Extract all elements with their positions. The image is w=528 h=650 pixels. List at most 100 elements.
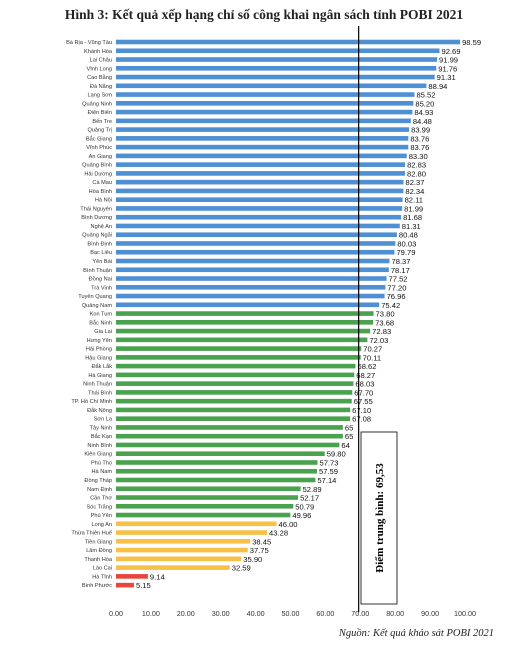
value-label: 82.80 [407, 169, 426, 178]
value-label: 81.31 [402, 222, 421, 231]
x-tick-label: 40.00 [247, 609, 265, 618]
category-label: Ninh Bình [87, 443, 112, 449]
chart-title: Hình 3: Kết quả xếp hạng chỉ số công kha… [64, 7, 464, 22]
bar [116, 118, 411, 124]
bar [116, 162, 406, 167]
bar [116, 57, 438, 62]
value-label: 83.99 [411, 126, 430, 135]
bar [116, 346, 362, 351]
category-label: Quảng Ngãi [82, 233, 112, 239]
category-label: Quảng Ninh [82, 101, 112, 107]
bar [116, 521, 277, 527]
category-label: TP. Hồ Chí Minh [71, 399, 112, 405]
category-label: Tiền Giang [85, 539, 112, 545]
bar [116, 495, 299, 500]
value-label: 91.99 [439, 56, 458, 65]
bar [116, 468, 317, 474]
category-label: Ninh Thuận [83, 382, 112, 388]
value-label: 46.00 [279, 520, 298, 529]
bar [116, 144, 409, 150]
bar [116, 363, 356, 369]
value-label: 83.30 [409, 152, 428, 161]
value-label: 52.17 [300, 494, 319, 503]
category-label: Quảng Trị [87, 128, 112, 134]
category-label: Phú Yên [91, 513, 112, 519]
x-tick-label: 60.00 [316, 609, 334, 618]
value-label: 67.55 [354, 397, 373, 406]
bar [116, 433, 343, 439]
category-label: Thái Bình [88, 390, 112, 396]
bar [116, 153, 407, 159]
value-label: 80.03 [397, 239, 416, 248]
value-label: 68.62 [357, 362, 376, 371]
value-label: 82.83 [407, 161, 426, 170]
value-label: 32.59 [232, 564, 251, 573]
category-label: Đắk Nông [87, 407, 112, 414]
category-label: Vĩnh Long [86, 66, 112, 72]
bar [116, 267, 389, 273]
value-label: 49.96 [292, 511, 311, 520]
value-label: 85.20 [415, 99, 434, 108]
value-label: 84.48 [413, 117, 432, 126]
x-tick-label: 50.00 [282, 609, 300, 618]
value-label: 98.59 [462, 38, 481, 47]
category-label: An Giang [89, 154, 112, 160]
bar [116, 574, 148, 579]
value-label: 72.83 [372, 327, 391, 336]
category-label: Nam Định [87, 487, 112, 493]
category-label: Cà Mau [92, 180, 112, 186]
category-label: Bắc Ninh [89, 319, 112, 326]
bar [116, 188, 404, 194]
bar [116, 320, 374, 325]
value-label: 65 [345, 423, 353, 432]
bar [116, 171, 405, 176]
value-label: 91.31 [437, 73, 456, 82]
category-label: Cần Thơ [90, 496, 112, 502]
bar [116, 328, 371, 334]
category-label: Khánh Hòa [84, 49, 113, 55]
value-label: 65 [345, 432, 353, 441]
bar [116, 249, 395, 255]
bar [116, 48, 440, 54]
value-label: 83.76 [410, 134, 429, 143]
value-label: 83.76 [410, 143, 429, 152]
category-label: Quảng Nam [82, 303, 112, 309]
x-tick-label: 80.00 [386, 609, 404, 618]
value-label: 70.27 [363, 345, 382, 354]
bar [116, 556, 242, 562]
bar [116, 539, 251, 544]
x-tick-label: 20.00 [177, 609, 195, 618]
value-label: 73.80 [376, 310, 395, 319]
category-label: Trà Vinh [91, 285, 112, 291]
category-label: Cao Bằng [87, 74, 112, 81]
value-label: 78.37 [392, 257, 411, 266]
x-tick-label: 0.00 [109, 609, 123, 618]
bar [116, 390, 353, 395]
category-label: Đồng Nai [89, 277, 112, 283]
value-label: 85.52 [416, 91, 435, 100]
bar [116, 101, 414, 106]
category-label: Lào Cai [93, 566, 112, 572]
value-label: 9.14 [150, 572, 165, 581]
category-label: Vĩnh Phúc [86, 145, 112, 151]
category-label: Gia Lai [94, 329, 112, 335]
value-label: 82.11 [405, 196, 423, 205]
value-label: 50.79 [295, 502, 314, 511]
bar [116, 214, 402, 220]
value-label: 67.70 [354, 388, 373, 397]
value-label: 70.11 [363, 353, 381, 362]
value-label: 75.42 [381, 301, 400, 310]
x-tick-label: 30.00 [212, 609, 230, 618]
bar [116, 206, 403, 211]
bar [116, 512, 291, 518]
value-label: 73.68 [375, 318, 394, 327]
bar [116, 39, 461, 45]
x-tick-label: 10.00 [142, 609, 160, 618]
bar [116, 503, 294, 509]
value-label: 67.08 [352, 415, 371, 424]
category-label: Lâm Đồng [86, 548, 112, 554]
value-label: 92.69 [441, 47, 460, 56]
bar [116, 582, 134, 588]
x-tick-label: 90.00 [421, 609, 439, 618]
category-label: Hậu Giang [85, 355, 112, 361]
